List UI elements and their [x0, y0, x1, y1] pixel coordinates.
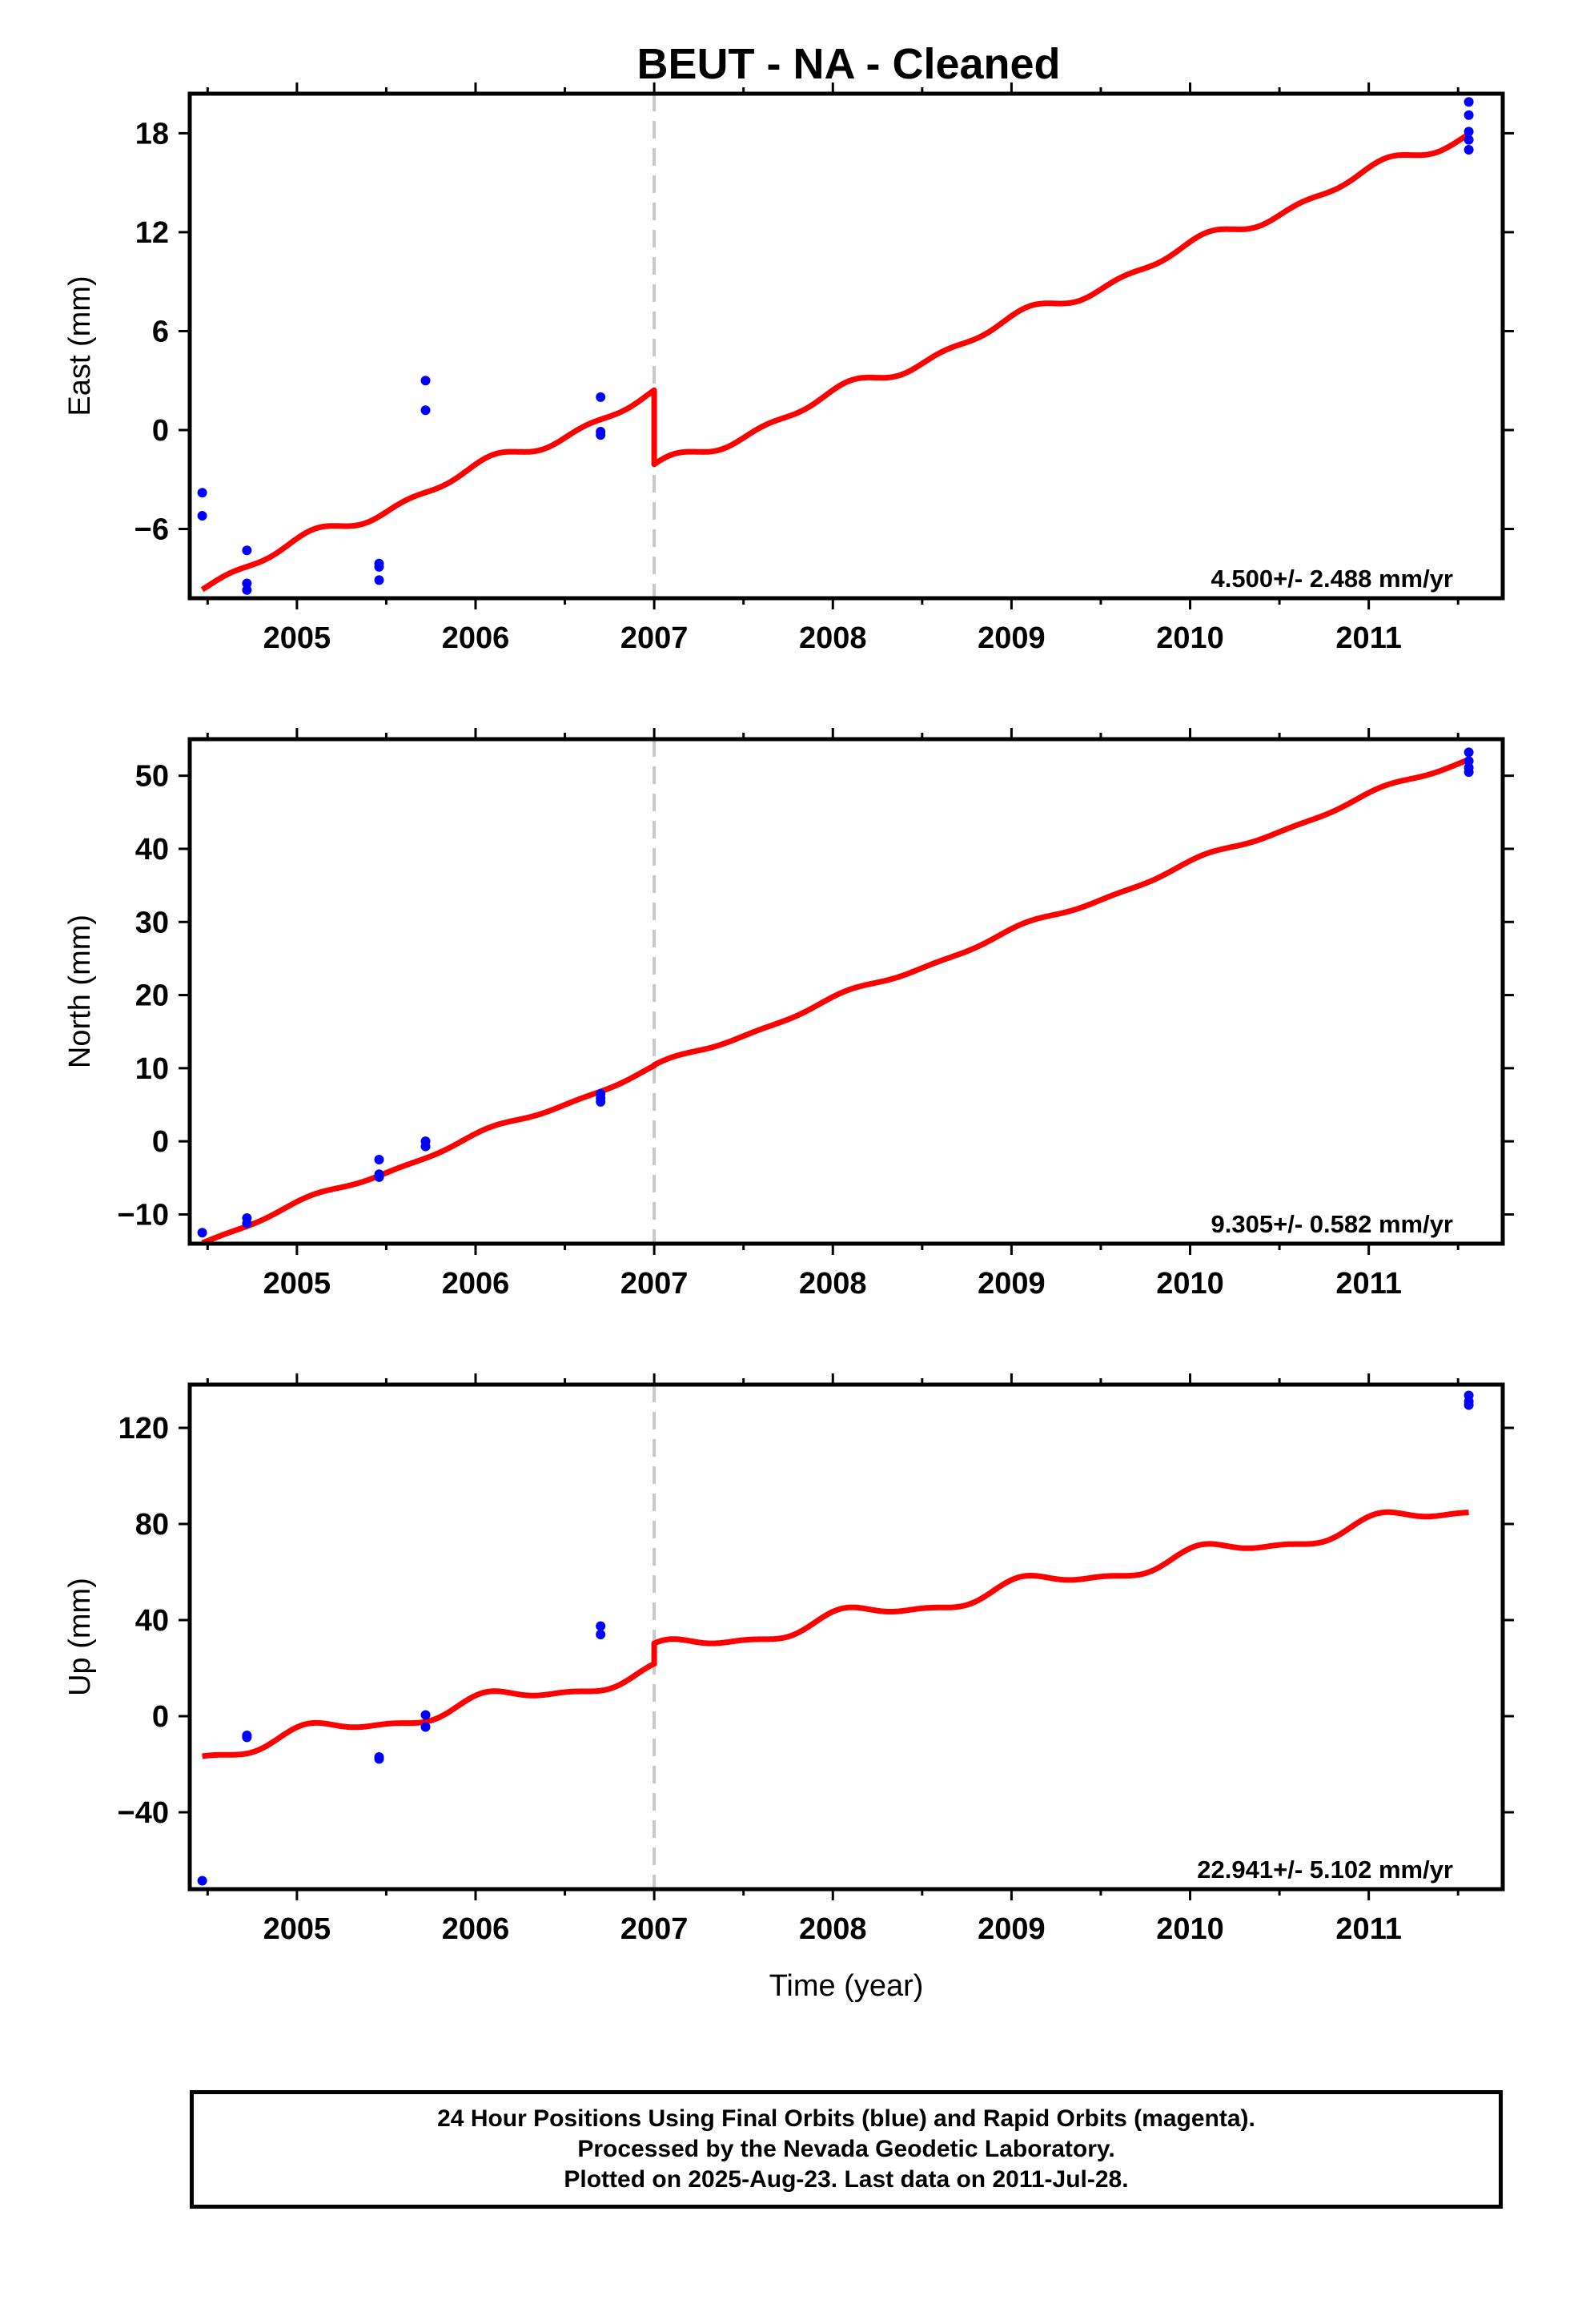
data-point [242, 578, 252, 589]
x-tick-label: 2009 [978, 1267, 1046, 1301]
data-point [420, 1141, 431, 1152]
data-point [1464, 110, 1474, 120]
x-tick-label: 2006 [442, 1912, 510, 1946]
x-tick-label: 2005 [263, 1267, 331, 1301]
chart-title: BEUT - NA - Cleaned [636, 40, 1060, 88]
data-point [197, 1876, 207, 1886]
footer-line-orbits: 24 Hour Positions Using Final Orbits (bl… [437, 2105, 1255, 2132]
x-axis-label: Time (year) [769, 1969, 924, 2003]
y-axis-label: Up (mm) [63, 1578, 97, 1696]
data-point [596, 1630, 606, 1639]
data-point [242, 1732, 252, 1743]
data-point [1464, 747, 1474, 758]
x-tick-label: 2008 [799, 1267, 867, 1301]
panel-frame [187, 1382, 1505, 1892]
velocity-rate-label: 22.941+/- 5.102 mm/yr [1197, 1856, 1453, 1884]
y-tick-label: 0 [152, 1125, 169, 1159]
x-tick-label: 2011 [1335, 1912, 1401, 1946]
data-point [420, 376, 431, 386]
data-point [374, 1155, 384, 1164]
panel-1: 2005 2006 2007 2008 2009 2010 2011 −6 0 6 12 18 East… [63, 82, 1514, 655]
y-tick-label: 80 [135, 1508, 169, 1542]
x-tick-label: 2011 [1335, 621, 1401, 655]
x-tick-label: 2006 [442, 1267, 510, 1301]
x-tick-label: 2010 [1156, 1267, 1224, 1301]
data-point [420, 1710, 431, 1720]
data-point [596, 430, 606, 440]
data-point [596, 392, 606, 402]
x-tick-label: 2009 [978, 621, 1046, 655]
panel-2: 2005 2006 2007 2008 2009 2010 2011 −10 0 10 20 30 40… [63, 728, 1514, 1301]
data-point [374, 561, 384, 572]
panel-3: 2005 2006 2007 2008 2009 2010 2011 −40 0 40 80 120 U… [63, 1373, 1514, 1946]
y-tick-label: 50 [135, 760, 169, 794]
footer-caption-box: 24 Hour Positions Using Final Orbits (bl… [190, 2090, 1503, 2209]
x-tick-label: 2011 [1335, 1267, 1401, 1301]
x-tick-label: 2005 [263, 621, 331, 655]
model-fit-line [199, 131, 1471, 593]
x-tick-label: 2010 [1156, 1912, 1224, 1946]
model-fit-line [199, 1509, 1471, 1759]
y-tick-label: 10 [135, 1052, 169, 1086]
x-tick-label: 2006 [442, 621, 510, 655]
velocity-rate-label: 4.500+/- 2.488 mm/yr [1211, 565, 1453, 593]
y-tick-label: 0 [152, 414, 169, 448]
x-tick-label: 2008 [799, 1912, 867, 1946]
data-point [197, 511, 207, 521]
x-tick-label: 2008 [799, 621, 867, 655]
x-tick-label: 2010 [1156, 621, 1224, 655]
data-point [242, 1218, 252, 1228]
data-point [374, 1754, 384, 1764]
y-tick-label: 40 [135, 1604, 169, 1638]
data-point [596, 1096, 606, 1107]
x-tick-label: 2007 [620, 621, 689, 655]
footer-line-plotted: Plotted on 2025-Aug-23. Last data on 201… [564, 2166, 1129, 2193]
y-tick-label: 120 [118, 1412, 169, 1445]
x-tick-label: 2005 [263, 1912, 331, 1946]
y-tick-label: 18 [135, 117, 169, 151]
data-point [1464, 97, 1474, 107]
y-tick-label: 30 [135, 906, 169, 939]
data-point [374, 1172, 384, 1182]
y-tick-label: 6 [152, 315, 169, 348]
data-point [420, 1722, 431, 1732]
data-point [197, 1228, 207, 1238]
y-axis-label: North (mm) [63, 915, 97, 1068]
data-point [1464, 135, 1474, 145]
y-tick-label: −10 [118, 1198, 169, 1232]
data-point [596, 1621, 606, 1631]
y-tick-label: −40 [118, 1796, 169, 1830]
y-tick-label: 40 [135, 833, 169, 866]
x-tick-label: 2009 [978, 1912, 1046, 1946]
model-fit-line [199, 757, 1471, 1244]
panels-group: 2005 2006 2007 2008 2009 2010 2011−6061218East… [63, 82, 1514, 1946]
y-axis-label: East (mm) [63, 275, 97, 416]
data-point [374, 575, 384, 585]
data-point [197, 488, 207, 498]
panel-frame [187, 91, 1505, 601]
y-tick-label: 12 [135, 216, 169, 250]
data-point [242, 545, 252, 556]
x-tick-label: 2007 [620, 1267, 689, 1301]
data-point [1464, 145, 1474, 155]
footer-line-processed: Processed by the Nevada Geodetic Laborat… [577, 2136, 1115, 2162]
x-tick-label: 2007 [620, 1912, 689, 1946]
data-point [242, 585, 252, 595]
data-point [420, 405, 431, 416]
data-point [1464, 756, 1474, 766]
panel-frame [187, 737, 1505, 1246]
y-tick-label: 20 [135, 979, 169, 1013]
y-tick-label: 0 [152, 1700, 169, 1734]
data-point [1464, 127, 1474, 137]
data-point [1464, 1400, 1474, 1410]
velocity-rate-label: 9.305+/- 0.582 mm/yr [1211, 1210, 1453, 1238]
data-point [1464, 767, 1474, 778]
y-tick-label: −6 [135, 513, 169, 547]
